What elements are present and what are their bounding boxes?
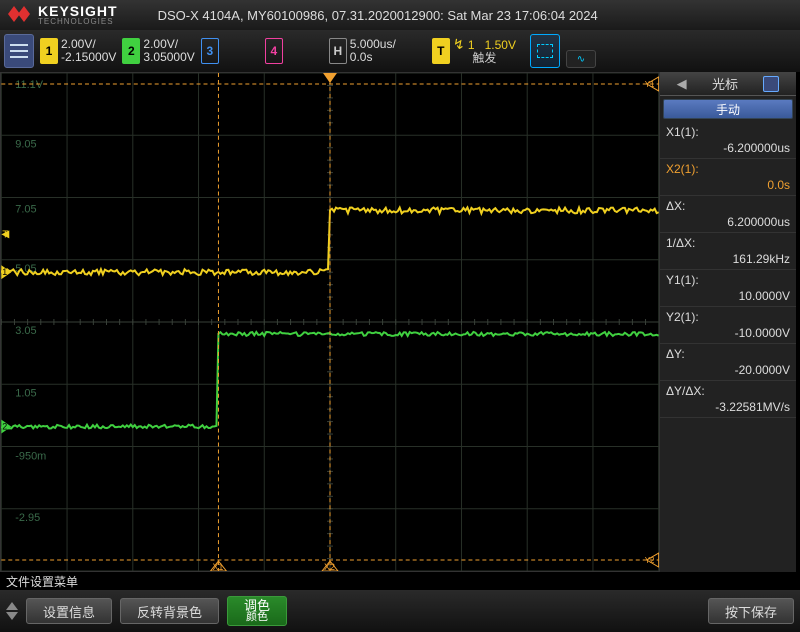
svg-text:X2: X2 [324,562,335,571]
channel-2-badge: 2 [122,38,140,64]
panel-menu-icon[interactable] [763,76,779,92]
channel-1-block[interactable]: 1 2.00V/ -2.15000V [40,33,116,69]
channel-4-badge: 4 [265,38,283,64]
svg-text:1.05: 1.05 [15,388,36,400]
brand-logo: KEYSIGHT TECHNOLOGIES [6,4,118,27]
svg-text:-2.95: -2.95 [15,512,40,524]
channel-3-block[interactable]: 3 [201,33,219,69]
press-save-button[interactable]: 按下保存 [708,598,794,624]
brand-logo-icon [6,4,34,27]
svg-text:11.1V: 11.1V [15,79,43,91]
meas-value: 6.200000us [666,215,790,229]
brand-name: KEYSIGHT [38,5,118,18]
cursor-measurement: Y2(1): -10.0000V [660,307,796,344]
main-menu-button[interactable] [4,34,34,68]
down-arrow-icon[interactable] [6,612,18,620]
zoom-window-button[interactable] [530,34,560,68]
cursor-title: 光标 [712,74,738,93]
cursor-panel-header[interactable]: ◀ 光标 [660,72,796,96]
meas-value: 161.29kHz [666,252,790,266]
waveform-display[interactable]: 11.1V9.057.055.053.051.05-950m-2.95X1X2Y… [0,72,660,572]
zoom-window-icon [537,44,553,58]
channel-2-block[interactable]: 2 2.00V/ 3.05000V [122,33,194,69]
nav-arrows[interactable] [6,602,18,620]
svg-text:X1: X1 [212,562,223,571]
meas-label: ΔY: [666,347,790,361]
cursor-measurement: ΔY/ΔX: -3.22581MV/s [660,381,796,418]
cursor-mode-button[interactable]: 手动 [663,99,793,119]
horiz-badge: H [329,38,347,64]
color-button[interactable]: 调色 颜色 [227,596,287,626]
ch2-offset: 3.05000V [143,51,194,64]
status-line: 文件设置菜单 [0,572,800,590]
channel-1-badge: 1 [40,38,58,64]
meas-label: ΔY/ΔX: [666,384,790,398]
svg-text:3.05: 3.05 [15,325,36,337]
horiz-delay: 0.0s [350,51,396,64]
cursor-measurement: Y1(1): 10.0000V [660,270,796,307]
channel-4-block[interactable]: 4 [265,33,283,69]
meas-value: -3.22581MV/s [666,400,790,414]
bottom-bar: 设置信息 反转背景色 调色 颜色 按下保存 [0,590,800,632]
cursor-measurement: X1(1): -6.200000us [660,122,796,159]
menu-icon [10,44,28,58]
header-bar: KEYSIGHT TECHNOLOGIES DSO-X 4104A, MY601… [0,0,800,30]
settings-info-button[interactable]: 设置信息 [26,598,112,624]
meas-label: Y1(1): [666,273,790,287]
brand-sub: TECHNOLOGIES [38,18,118,25]
meas-value: 10.0000V [666,289,790,303]
trigger-badge: T [432,38,450,64]
collapse-left-icon[interactable]: ◀ [677,76,687,92]
scope-canvas: 11.1V9.057.055.053.051.05-950m-2.95X1X2Y… [1,73,659,571]
autoscale-button[interactable]: ∿ [566,50,596,68]
svg-text:Y1: Y1 [645,80,655,89]
meas-value: -10.0000V [666,326,790,340]
horizontal-block[interactable]: H 5.000us/ 0.0s [329,33,396,69]
invert-background-button[interactable]: 反转背景色 [120,598,219,624]
trig-level: 1.50V [485,38,516,52]
svg-text:-950m: -950m [15,450,46,462]
svg-text:Y2: Y2 [645,556,655,565]
svg-text:1: 1 [2,267,7,277]
color-button-sub: 颜色 [246,612,268,623]
svg-text:9.05: 9.05 [15,139,36,151]
meas-value: -6.200000us [666,141,790,155]
main-area: 11.1V9.057.055.053.051.05-950m-2.95X1X2Y… [0,72,800,572]
channel-3-badge: 3 [201,38,219,64]
up-arrow-icon[interactable] [6,602,18,610]
cursor-measurement: 1/ΔX: 161.29kHz [660,233,796,270]
trigger-block[interactable]: T ↯ 1 1.50V 触发 [432,33,516,69]
meas-label: X2(1): [666,162,790,176]
meas-value: 0.0s [666,178,790,192]
trig-ch: 1 [468,38,475,52]
meas-label: Y2(1): [666,310,790,324]
autoscale-icon: ∿ [577,54,585,65]
cursor-measurement: X2(1): 0.0s [660,159,796,196]
svg-text:2: 2 [2,422,7,432]
meas-label: X1(1): [666,125,790,139]
cursor-panel: ◀ 光标 手动 X1(1): -6.200000usX2(1): 0.0sΔX:… [660,72,796,572]
cursor-measurement: ΔX: 6.200000us [660,196,796,233]
meas-value: -20.0000V [666,363,790,377]
meas-label: ΔX: [666,199,790,213]
channel-bar: 1 2.00V/ -2.15000V 2 2.00V/ 3.05000V 3 4… [0,30,800,72]
meas-label: 1/ΔX: [666,236,790,250]
cursor-measurement: ΔY: -20.0000V [660,344,796,381]
trig-state: 触发 [453,52,516,65]
svg-text:7.05: 7.05 [15,203,36,215]
model-info: DSO-X 4104A, MY60100986, 07.31.202001290… [158,8,598,23]
rising-edge-icon: ↯ [453,36,465,52]
ch1-offset: -2.15000V [61,51,116,64]
